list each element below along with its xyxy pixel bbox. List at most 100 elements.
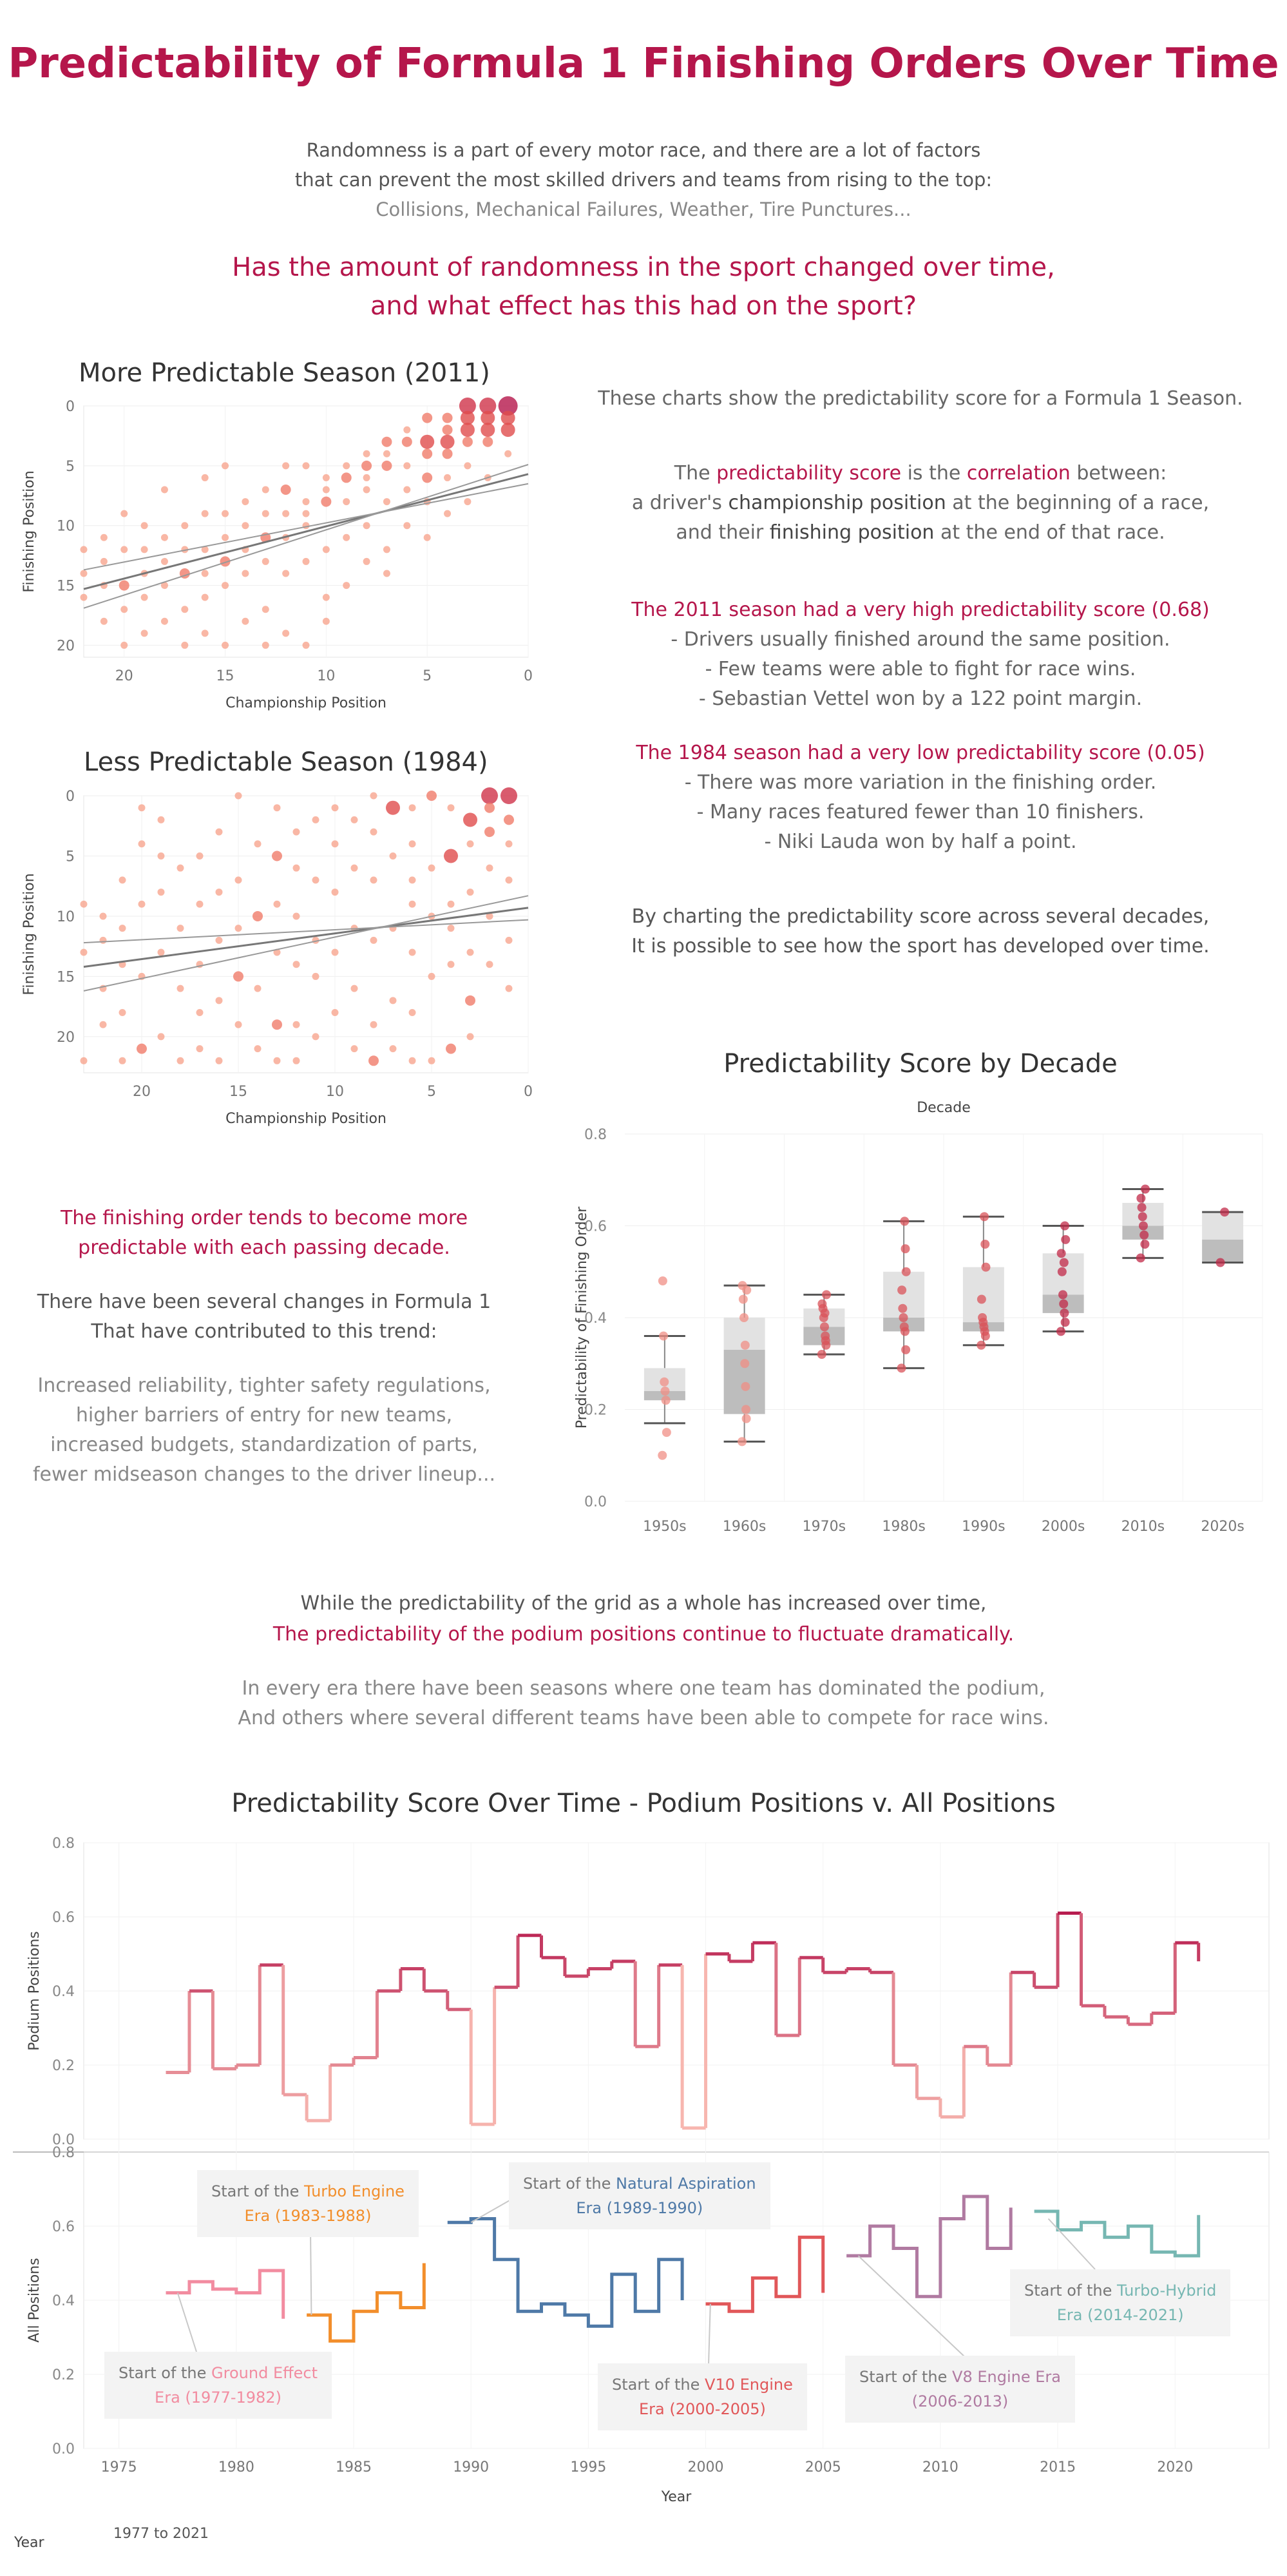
y-tick-label: 0.8 (52, 1836, 75, 1852)
box-upper (962, 1267, 1004, 1323)
scatter-point (254, 1045, 262, 1053)
season-1984-bullet-2: - Many races featured fewer than 10 fini… (696, 801, 1145, 823)
scatter-2011-title: More Predictable Season (2011) (79, 358, 490, 388)
scatter-point (331, 840, 339, 848)
x-axis-label: Decade (917, 1100, 971, 1116)
scatter-point (99, 1021, 107, 1028)
scatter-point (423, 533, 431, 541)
season-point (1059, 1258, 1069, 1267)
scatter-point (302, 510, 310, 517)
scatter-point (80, 948, 88, 956)
scatter-point (302, 462, 310, 470)
scatter-point (484, 802, 495, 813)
scatter-point (370, 936, 377, 944)
scatter-point (242, 570, 249, 577)
scatter-point (401, 436, 412, 447)
scatter-point (292, 1057, 300, 1064)
scatter-point (486, 864, 493, 872)
scatter-point (322, 546, 330, 553)
confidence-band-lower (83, 919, 529, 944)
scatter-point (181, 641, 189, 649)
scatter-point (361, 460, 372, 471)
scatter-point (486, 961, 493, 968)
scatter-point (160, 557, 168, 565)
scatter-point (201, 546, 209, 553)
scatter-point (234, 925, 242, 932)
scatter-point (343, 498, 350, 506)
scatter-point (157, 816, 165, 823)
trend-line (83, 473, 529, 590)
y-tick-label: 0.0 (52, 2441, 75, 2457)
scatter-point (370, 792, 377, 800)
season-point (658, 1276, 667, 1285)
season-point (821, 1290, 831, 1300)
scatter-point (302, 641, 310, 649)
scatter-point (119, 925, 126, 932)
x-tick-label: 15 (216, 668, 234, 684)
y-tick-label: 10 (57, 519, 75, 535)
scatter-point (140, 546, 148, 553)
scatter-point (408, 876, 416, 884)
scatter-point (408, 948, 416, 956)
scatter-point (403, 486, 411, 494)
scatter-point (363, 522, 370, 530)
scatter-point (442, 448, 453, 459)
scatter-point (201, 630, 209, 637)
scatter-point (331, 889, 339, 896)
annotation-natural-aspiration: Start of the Natural Aspiration Era (1989… (509, 2162, 770, 2229)
season-point (1060, 1308, 1069, 1318)
season-point (821, 1336, 830, 1345)
scatter-point (343, 582, 350, 590)
scatter-point (302, 522, 310, 530)
scatter-point (363, 450, 370, 457)
season-point (1058, 1290, 1068, 1300)
season-point (738, 1437, 747, 1447)
annotation-leader-turbo_hybrid (1047, 2218, 1096, 2270)
season-point (1137, 1203, 1147, 1212)
season-point (897, 1285, 907, 1295)
scatter-point (302, 498, 310, 506)
scatter-point (408, 804, 416, 812)
scatter-point (350, 985, 358, 992)
scatter-point (120, 641, 128, 649)
x-tick-label: 1970s (803, 1519, 846, 1535)
scatter-point (481, 410, 495, 425)
season-point (738, 1294, 748, 1304)
x-tick-label: 1960s (723, 1519, 766, 1535)
season-point (1057, 1267, 1067, 1276)
scatter-point (321, 496, 332, 507)
scatter-point (262, 486, 269, 494)
scatter-point (215, 889, 223, 896)
scatter-point (262, 606, 269, 613)
annotation-v10: Start of the V10 Engine Era (2000-2005) (598, 2363, 807, 2430)
scatter-point (422, 472, 433, 483)
scatter-point (242, 617, 249, 625)
scatter-point (262, 641, 269, 649)
y-tick-label: 0.0 (52, 2132, 75, 2148)
season-point (1140, 1184, 1150, 1194)
scatter-point (292, 1021, 300, 1028)
podium-text-3: In every era there have been seasons whe… (242, 1677, 1045, 1700)
scatter-point (422, 448, 433, 459)
scatter-point (343, 462, 350, 470)
x-tick-label: 1980 (218, 2459, 254, 2475)
explain-line-1: These charts show the predictability sco… (598, 387, 1243, 410)
decade-text-red-1: The finishing order tends to become more (60, 1207, 468, 1229)
scatter-point (292, 961, 300, 968)
scatter-point (262, 510, 269, 517)
x-tick-label: 5 (423, 668, 432, 684)
decade-text-gray-3: increased budgets, standardization of pa… (50, 1434, 478, 1456)
season-point (901, 1345, 911, 1354)
confidence-band-upper (83, 464, 529, 609)
scatter-point (272, 851, 282, 861)
scatter-point (220, 556, 231, 567)
y-tick-label: 20 (57, 638, 75, 654)
scatter-point (505, 840, 513, 848)
scatter-point (383, 498, 390, 506)
scatter-point (447, 925, 455, 932)
scatter-point (368, 1055, 379, 1066)
scatter-point (292, 912, 300, 920)
scatter-point (426, 791, 437, 801)
scatter-point (140, 593, 148, 601)
y-tick-label: 0.8 (584, 1127, 607, 1143)
